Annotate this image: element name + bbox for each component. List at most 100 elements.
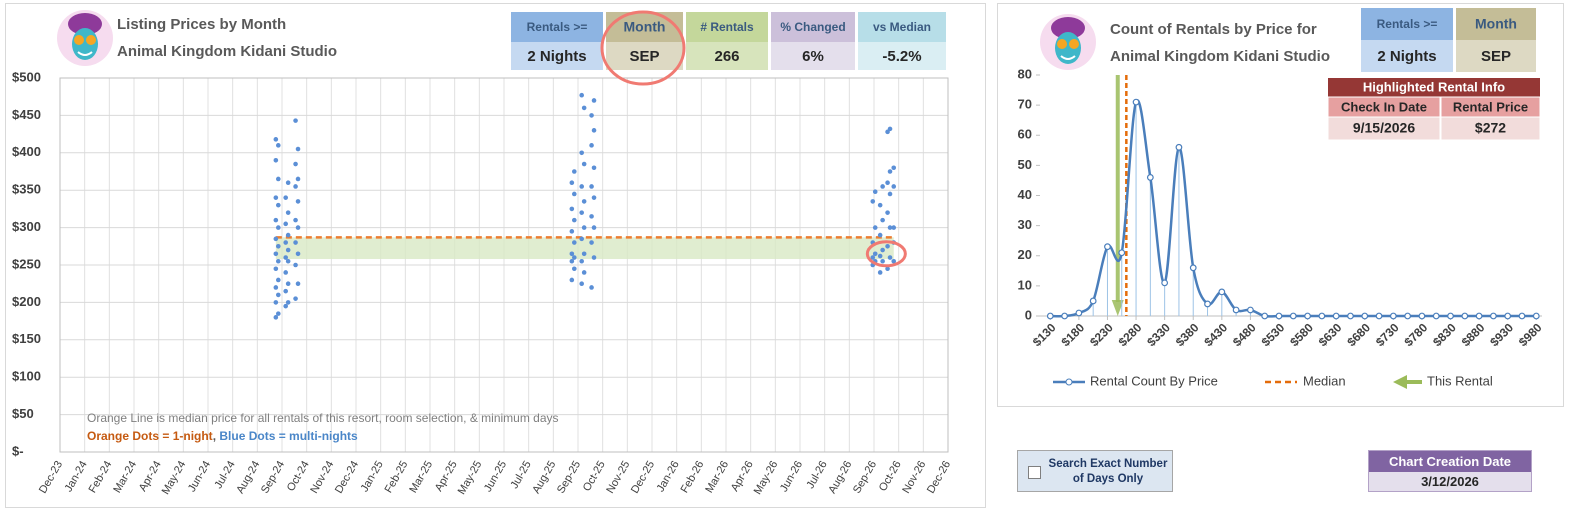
data-point [1432, 312, 1440, 320]
legend-marker [1065, 378, 1073, 386]
data-point [1404, 312, 1412, 320]
data-point [1389, 312, 1397, 320]
data-point [579, 92, 584, 98]
stat-value: SEP [1481, 48, 1511, 65]
legend-label: Rental Count By Price [1090, 373, 1218, 388]
stat-header-cell [606, 12, 683, 42]
data-point [1518, 312, 1526, 320]
data-point [295, 251, 301, 257]
stat-header-cell [1456, 8, 1536, 40]
annotation-circle [600, 10, 686, 86]
data-point [1075, 309, 1083, 317]
stat-header: vs Median [873, 20, 931, 34]
dot-legend-part: Blue Dots = multi-nights [219, 429, 358, 443]
date-header: Chart Creation Date [1369, 451, 1531, 472]
data-point [1318, 312, 1326, 320]
data-point [1104, 243, 1111, 251]
highlight-header: Rental Price [1453, 99, 1528, 114]
chart-title: Listing Prices by Month [117, 16, 286, 33]
dot-legend-part: Orange Dots = 1-night [87, 429, 213, 443]
data-point [880, 184, 885, 189]
data-point [870, 255, 876, 260]
data-point [569, 206, 575, 212]
data-point [591, 225, 597, 230]
data-point [276, 244, 281, 249]
stat-header: % Changed [780, 20, 845, 34]
data-point [1347, 312, 1354, 320]
data-point [870, 199, 876, 204]
data-point [285, 300, 291, 305]
annotation-circle [865, 240, 907, 268]
exact-days-control[interactable]: Search Exact Number of Days Only [1017, 450, 1173, 492]
data-point [572, 255, 577, 260]
highlight-title-cell [1328, 78, 1540, 97]
data-point [283, 255, 289, 260]
data-point [591, 195, 597, 200]
stat-value: 2 Nights [1377, 48, 1436, 65]
data-point [273, 157, 279, 163]
data-point [285, 247, 291, 253]
plot-frame [59, 77, 949, 453]
data-point [572, 191, 577, 197]
data-point [295, 281, 301, 287]
data-point [872, 251, 878, 257]
y-tick-label: $200 [12, 294, 41, 309]
stat-header-cell [511, 12, 603, 42]
highlight-value: $272 [1475, 120, 1506, 136]
data-point [295, 199, 301, 204]
highlight-value: 9/15/2026 [1353, 120, 1415, 136]
data-point [572, 169, 577, 174]
data-point [273, 137, 279, 142]
stat-value-cell [511, 42, 603, 70]
data-point [589, 240, 594, 245]
highlight-value-cell [1327, 116, 1441, 141]
data-point [283, 288, 289, 294]
checkbox[interactable] [1028, 466, 1041, 479]
data-point [273, 236, 279, 242]
median-band [275, 237, 894, 260]
highlight-header: Check In Date [1341, 99, 1427, 114]
data-point [1261, 312, 1269, 320]
data-point [1132, 98, 1140, 106]
data-point [1089, 297, 1097, 305]
data-point [591, 98, 597, 103]
data-point [1418, 312, 1426, 320]
data-point [273, 300, 279, 305]
data-point [283, 221, 289, 227]
y-tick-label: $400 [12, 144, 41, 159]
data-point [579, 210, 584, 215]
data-point [293, 240, 298, 245]
y-tick-label: $150 [12, 331, 41, 346]
data-point [293, 262, 298, 268]
data-point [1161, 279, 1169, 287]
data-point [589, 113, 594, 118]
data-point [273, 217, 279, 223]
data-point [891, 225, 897, 230]
data-point [295, 176, 301, 182]
stat-header: Month [1475, 16, 1517, 32]
y-tick-label: 70 [1018, 97, 1032, 112]
data-point [591, 165, 597, 171]
data-point [569, 277, 575, 283]
data-point [885, 180, 890, 186]
data-point [285, 210, 291, 215]
y-tick-label: $50 [12, 406, 34, 421]
chart-title: Count of Rentals by Price for [1110, 21, 1317, 38]
data-point [572, 240, 577, 245]
data-point [276, 311, 281, 316]
y-tick-label: 20 [1018, 247, 1032, 262]
data-point [1475, 312, 1483, 320]
legend-label: This Rental [1427, 373, 1493, 388]
y-tick-label: $- [12, 443, 24, 458]
data-point [1247, 306, 1254, 314]
y-tick-label: $500 [12, 69, 41, 84]
data-point [285, 281, 291, 287]
data-point [295, 146, 301, 152]
y-tick-label: 80 [1018, 66, 1032, 81]
data-point [283, 195, 289, 200]
y-tick-label: 60 [1018, 127, 1032, 142]
data-point [1232, 306, 1240, 314]
data-point [885, 210, 890, 215]
checkbox-label[interactable]: Search Exact Number of Days Only [1048, 458, 1168, 485]
stat-header-cell [1361, 8, 1453, 40]
